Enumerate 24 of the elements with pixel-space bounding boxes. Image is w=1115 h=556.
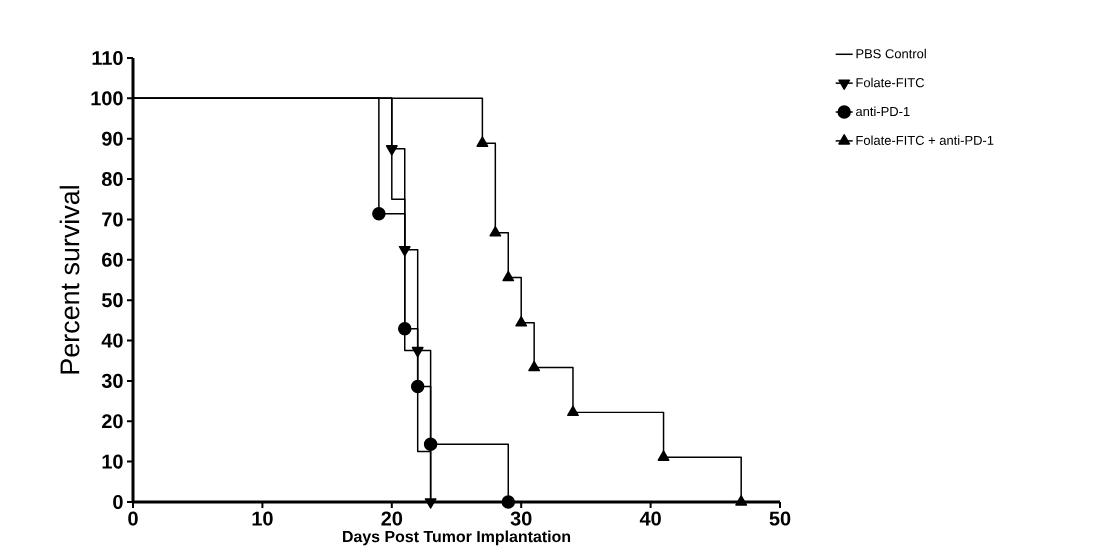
x-tick-label: 10 — [252, 511, 273, 526]
legend-label: Folate-FITC — [856, 77, 925, 88]
x-tick-label: 0 — [128, 511, 138, 526]
y-tick-label: 70 — [102, 212, 123, 227]
y-tick-label: 80 — [101, 172, 123, 187]
y-tick-label: 60 — [102, 252, 123, 267]
legend-label: anti-PD-1 — [856, 106, 910, 117]
y-tick-label: 40 — [101, 333, 123, 348]
x-tick-label: 40 — [639, 511, 661, 526]
x-tick-label: 50 — [769, 511, 791, 526]
y-tick-label: 20 — [102, 414, 123, 429]
y-tick-label: 110 — [92, 50, 123, 66]
y-tick-label: 100 — [91, 91, 123, 106]
y-axis-title: Percent survival — [59, 186, 80, 374]
x-tick-label: 30 — [510, 511, 532, 526]
legend-label: Folate-FITC + anti-PD-1 — [856, 135, 994, 145]
y-tick-label: 0 — [113, 494, 123, 510]
x-tick-label: 20 — [381, 511, 403, 526]
x-axis-title: Days Post Tumor Implantation — [343, 530, 571, 546]
legend-label: PBS Control — [856, 48, 926, 59]
y-tick-label: 30 — [101, 373, 123, 388]
y-tick-label: 90 — [102, 131, 123, 146]
y-tick-label: 50 — [101, 293, 123, 308]
y-tick-label: 10 — [102, 454, 123, 469]
